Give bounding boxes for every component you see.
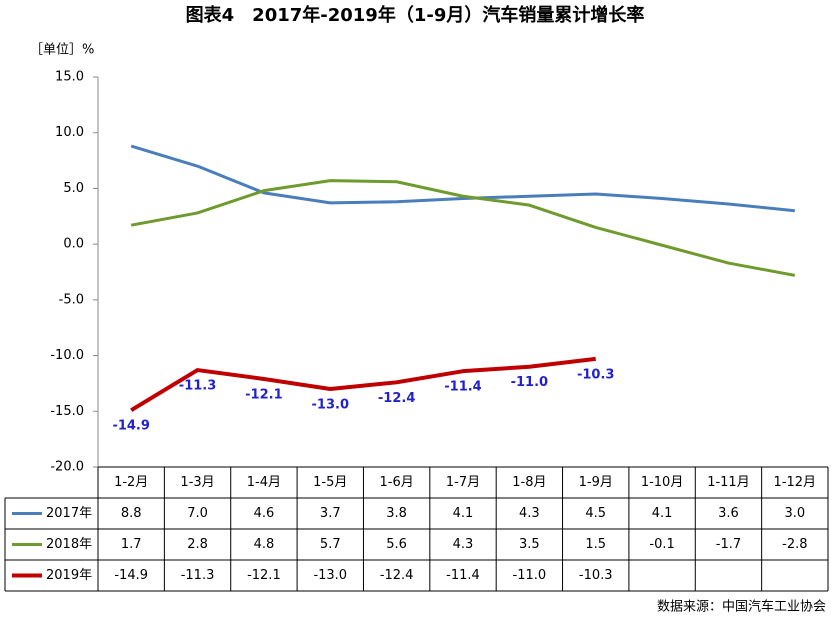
table-cell: 3.6 bbox=[718, 506, 739, 521]
table-cell: 3.8 bbox=[386, 506, 407, 521]
table-cell: 8.8 bbox=[121, 506, 142, 521]
table-cell: 3.7 bbox=[320, 506, 341, 521]
table-cell: 4.1 bbox=[453, 506, 474, 521]
data-label: -11.0 bbox=[511, 375, 548, 390]
data-label: -11.3 bbox=[179, 379, 216, 394]
data-label: -11.4 bbox=[444, 380, 481, 395]
data-label: -12.4 bbox=[378, 391, 415, 406]
table-cell: 4.5 bbox=[585, 506, 606, 521]
unit-label: ［单位］% bbox=[30, 43, 94, 58]
y-tick-label: 15.0 bbox=[55, 70, 84, 85]
series-line bbox=[130, 144, 795, 213]
legend-label: 2017年 bbox=[46, 506, 92, 521]
table-cell: -10.3 bbox=[579, 568, 613, 583]
y-tick-label: 5.0 bbox=[63, 181, 84, 196]
y-tick-label: 10.0 bbox=[55, 125, 84, 140]
table-cell: -2.8 bbox=[782, 537, 807, 552]
table-cell: 3.0 bbox=[784, 506, 805, 521]
table-cell: 3.5 bbox=[519, 537, 540, 552]
table-cell: 4.1 bbox=[652, 506, 673, 521]
table-cell: -11.0 bbox=[513, 568, 547, 583]
chart-title: 图表4 2017年-2019年（1-9月）汽车销量累计增长率 bbox=[186, 4, 645, 26]
source-note: 数据来源：中国汽车工业协会 bbox=[657, 599, 826, 615]
y-tick-label: -10.0 bbox=[50, 348, 84, 363]
table-cell: -12.1 bbox=[247, 568, 281, 583]
x-tick-label: 1-6月 bbox=[380, 475, 414, 490]
x-tick-label: 1-12月 bbox=[774, 475, 817, 490]
legend-label: 2019年 bbox=[46, 568, 92, 583]
table-cell: 1.7 bbox=[121, 537, 142, 552]
y-tick-label: -20.0 bbox=[50, 460, 84, 475]
table-cell: 5.7 bbox=[320, 537, 341, 552]
table-cell: 4.3 bbox=[453, 537, 474, 552]
y-tick-label: 0.0 bbox=[63, 237, 84, 252]
table-cell: 4.6 bbox=[254, 506, 275, 521]
table-cell: -11.3 bbox=[181, 568, 215, 583]
x-tick-label: 1-10月 bbox=[641, 475, 684, 490]
table-cell: -0.1 bbox=[649, 537, 674, 552]
x-tick-label: 1-4月 bbox=[247, 475, 281, 490]
table-cell: 4.3 bbox=[519, 506, 540, 521]
data-label: -10.3 bbox=[577, 367, 614, 382]
table-cell: -12.4 bbox=[380, 568, 414, 583]
table-cell: -13.0 bbox=[313, 568, 347, 583]
x-tick-label: 1-5月 bbox=[313, 475, 347, 490]
series-line bbox=[130, 179, 796, 277]
y-tick-label: -5.0 bbox=[59, 292, 84, 307]
table-cell: 2.8 bbox=[187, 537, 208, 552]
legend-label: 2018年 bbox=[46, 537, 92, 552]
x-tick-label: 1-3月 bbox=[180, 475, 214, 490]
table-cell: -1.7 bbox=[716, 537, 741, 552]
table-cell: -11.4 bbox=[446, 568, 480, 583]
x-tick-label: 1-8月 bbox=[512, 475, 546, 490]
x-tick-label: 1-2月 bbox=[114, 475, 148, 490]
table-cell: 5.6 bbox=[386, 537, 407, 552]
table-cell: 7.0 bbox=[187, 506, 208, 521]
data-label: -12.1 bbox=[245, 387, 282, 402]
data-label: -14.9 bbox=[112, 419, 149, 434]
x-tick-label: 1-7月 bbox=[446, 475, 480, 490]
x-tick-label: 1-9月 bbox=[579, 475, 613, 490]
series-line bbox=[130, 356, 596, 412]
table-cell: 4.8 bbox=[254, 537, 275, 552]
x-tick-label: 1-11月 bbox=[707, 475, 750, 490]
table-cell: 1.5 bbox=[585, 537, 606, 552]
table-cell: -14.9 bbox=[114, 568, 148, 583]
data-label: -13.0 bbox=[312, 398, 349, 413]
y-tick-label: -15.0 bbox=[50, 404, 84, 419]
